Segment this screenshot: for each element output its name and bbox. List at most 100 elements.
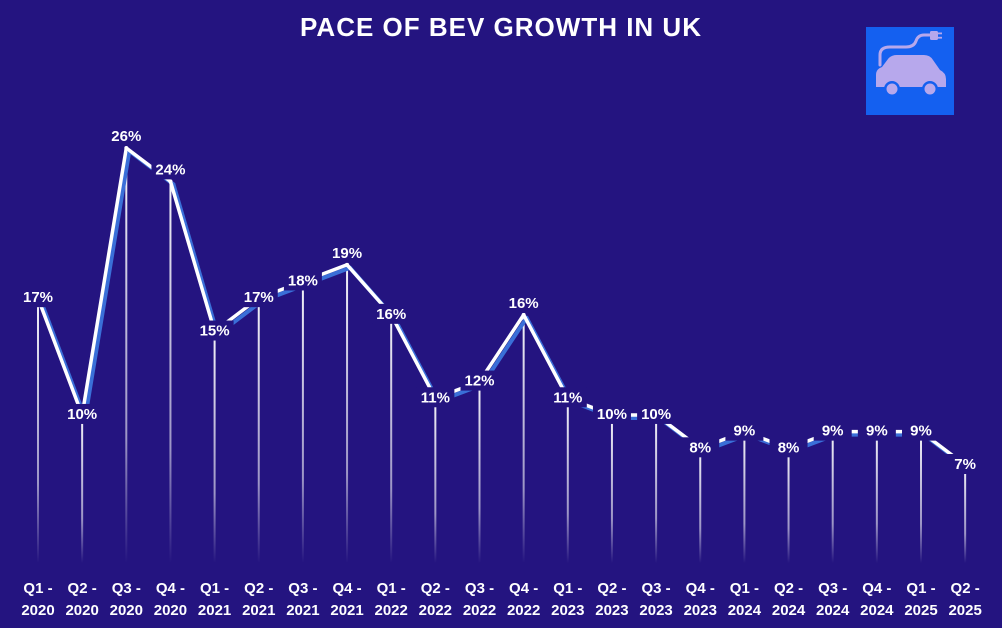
drop-line: [875, 431, 878, 563]
line-segment-shadow: [171, 182, 220, 337]
data-label: 11%: [421, 389, 450, 406]
x-tick-quarter: Q2 -: [421, 580, 450, 597]
data-label-bg: [416, 387, 455, 408]
x-tick-year: 2020: [21, 602, 54, 619]
x-tick-quarter: Q3 -: [642, 580, 671, 597]
x-tick-quarter: Q2 -: [951, 580, 980, 597]
data-label-bg: [637, 403, 676, 424]
x-tick-quarter: Q2 -: [68, 580, 97, 597]
drop-line: [390, 314, 393, 563]
data-label: 7%: [954, 456, 976, 473]
drop-line: [610, 414, 613, 563]
ev-badge: [866, 27, 954, 115]
drop-line: [434, 398, 437, 563]
data-point: [521, 312, 526, 317]
data-label-bg: [151, 159, 190, 180]
x-tick-year: 2021: [286, 602, 319, 619]
x-tick-year: 2024: [860, 602, 894, 619]
data-label: 17%: [244, 289, 274, 306]
chart-title: PACE OF BEV GROWTH IN UK: [300, 12, 702, 42]
x-tick-year: 2025: [904, 602, 937, 619]
line-segment: [36, 296, 84, 417]
x-tick-year: 2024: [772, 602, 806, 619]
data-label: 24%: [155, 161, 185, 178]
data-label: 19%: [332, 245, 362, 262]
data-label: 16%: [376, 306, 406, 323]
x-tick-year: 2021: [198, 602, 231, 619]
data-label-bg: [813, 420, 852, 441]
x-tick-quarter: Q4 -: [862, 580, 891, 597]
x-tick-quarter: Q4 -: [332, 580, 361, 597]
x-tick-quarter: Q4 -: [686, 580, 715, 597]
data-label-bg: [107, 126, 146, 146]
x-tick-quarter: Q3 -: [465, 580, 494, 597]
data-label: 10%: [67, 406, 97, 423]
x-tick-year: 2022: [463, 602, 496, 619]
data-label: 12%: [464, 373, 494, 390]
drop-line: [37, 298, 39, 563]
data-label-bg: [63, 403, 102, 424]
line-segment: [521, 313, 570, 401]
x-tick-quarter: Q3 -: [112, 580, 141, 597]
x-tick-year: 2024: [816, 602, 850, 619]
x-tick-quarter: Q1 -: [906, 580, 935, 597]
data-label: 9%: [734, 423, 756, 440]
line-segment: [168, 179, 217, 334]
data-label: 26%: [111, 128, 141, 145]
x-tick-quarter: Q3 -: [818, 580, 847, 597]
drop-line: [566, 398, 569, 563]
data-point: [345, 262, 350, 267]
data-label-bg: [239, 287, 278, 308]
x-tick-quarter: Q2 -: [244, 580, 273, 597]
drop-line: [920, 431, 922, 563]
x-tick-year: 2024: [728, 602, 762, 619]
data-label: 16%: [509, 295, 539, 312]
data-label: 9%: [822, 423, 844, 440]
drop-line: [301, 281, 304, 563]
drop-line: [346, 264, 349, 563]
drop-line: [655, 414, 658, 563]
x-tick-year: 2023: [551, 602, 584, 619]
data-label-bg: [857, 420, 896, 441]
x-tick-quarter: Q1 -: [23, 580, 52, 597]
x-tick-quarter: Q2 -: [774, 580, 803, 597]
x-tick-year: 2022: [375, 602, 408, 619]
drop-line: [787, 448, 790, 563]
data-label: 10%: [641, 406, 671, 423]
data-label-bg: [548, 387, 587, 408]
x-tick-year: 2020: [65, 602, 98, 619]
line-segment: [389, 313, 438, 401]
data-label-bg: [283, 270, 322, 291]
data-label-bg: [460, 370, 499, 391]
drop-line: [478, 381, 481, 563]
data-label-bg: [769, 437, 808, 458]
drop-line: [125, 148, 128, 563]
line-segment-shadow: [83, 149, 132, 420]
data-label-bg: [372, 303, 411, 324]
x-tick-year: 2021: [242, 602, 275, 619]
x-tick-year: 2023: [595, 602, 628, 619]
data-label: 15%: [200, 323, 230, 340]
drop-line: [213, 331, 216, 563]
x-tick-year: 2020: [110, 602, 143, 619]
x-tick-year: 2021: [330, 602, 363, 619]
data-label: 8%: [689, 439, 711, 456]
x-tick-quarter: Q2 -: [597, 580, 626, 597]
data-label-bg: [504, 292, 543, 313]
line-segment: [477, 313, 526, 384]
data-label: 9%: [866, 423, 888, 440]
drop-line: [964, 465, 967, 563]
data-label-bg: [681, 437, 720, 458]
drop-line: [699, 448, 702, 563]
electric-car-plug-icon: [876, 31, 946, 97]
drop-line: [831, 431, 834, 563]
data-label: 18%: [288, 272, 318, 289]
x-tick-year: 2022: [507, 602, 540, 619]
x-tick-year: 2023: [684, 602, 717, 619]
x-tick-year: 2023: [639, 602, 672, 619]
x-tick-quarter: Q1 -: [553, 580, 582, 597]
drop-line: [522, 314, 525, 563]
x-tick-quarter: Q3 -: [288, 580, 317, 597]
